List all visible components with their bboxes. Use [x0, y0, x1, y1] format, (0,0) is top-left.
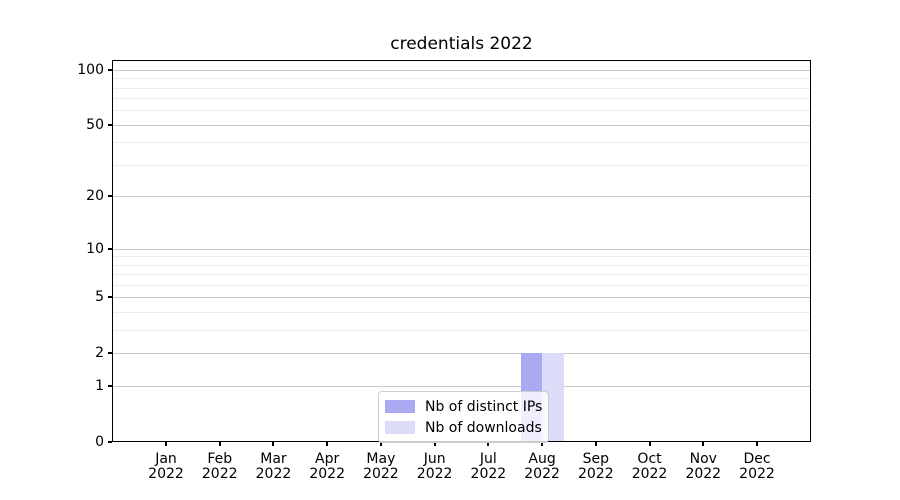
x-tick-mark [433, 442, 436, 446]
legend-label-distinct-ips: Nb of distinct IPs [425, 398, 543, 415]
gridline-major [112, 297, 811, 299]
y-tick-label: 20 [86, 188, 104, 205]
legend-swatch-downloads [385, 421, 415, 434]
plot-area [112, 60, 811, 442]
x-tick-mark [326, 442, 329, 446]
gridline-minor [112, 274, 811, 276]
y-tick-label: 5 [95, 289, 104, 306]
gridline-major [112, 69, 811, 71]
y-tick-mark [108, 247, 112, 250]
x-tick-label: May 2022 [363, 451, 399, 482]
y-tick-label: 100 [77, 61, 104, 78]
x-tick-mark [487, 442, 490, 446]
x-tick-label: Nov 2022 [685, 451, 722, 482]
legend-item-distinct-ips: Nb of distinct IPs [385, 398, 543, 415]
legend-swatch-distinct-ips [385, 400, 415, 413]
gridline-minor [112, 264, 811, 266]
legend: Nb of distinct IPs Nb of downloads [378, 391, 549, 443]
y-tick-label: 1 [95, 378, 104, 395]
gridline-minor [112, 78, 811, 80]
y-tick-label: 0 [95, 434, 104, 450]
gridline-minor [112, 87, 811, 89]
gridline-major [112, 124, 811, 126]
y-tick-label: 10 [86, 240, 104, 257]
y-tick-mark [108, 68, 112, 71]
x-tick-label: Feb 2022 [201, 451, 238, 482]
gridline-major [112, 386, 811, 388]
gridline-minor [112, 330, 811, 332]
x-tick-mark [648, 442, 651, 446]
gridline-minor [112, 110, 811, 112]
x-tick-label: Jun 2022 [416, 451, 453, 482]
legend-item-downloads: Nb of downloads [385, 419, 542, 436]
gridline-minor [112, 312, 811, 314]
x-tick-mark [218, 442, 221, 446]
x-tick-mark [594, 442, 597, 446]
gridline-major [112, 248, 811, 250]
gridline-minor [112, 142, 811, 144]
x-tick-label: Dec 2022 [739, 451, 775, 482]
x-tick-mark [379, 442, 382, 446]
x-tick-mark [702, 442, 705, 446]
x-tick-label: Sep 2022 [577, 451, 614, 482]
x-tick-mark [541, 442, 544, 446]
gridline-minor [112, 285, 811, 287]
gridline-minor [112, 256, 811, 258]
gridline-minor [112, 98, 811, 100]
x-tick-label: Jul 2022 [470, 451, 507, 482]
gridline-major [112, 353, 811, 355]
gridline-minor [112, 165, 811, 167]
x-tick-label: Aug 2022 [524, 451, 560, 482]
y-tick-label: 2 [95, 345, 104, 362]
y-tick-mark [108, 123, 112, 126]
x-tick-label: Mar 2022 [255, 451, 292, 482]
chart-title: credentials 2022 [390, 34, 533, 54]
x-tick-mark [165, 442, 167, 446]
x-tick-mark [756, 442, 758, 446]
x-tick-label: Apr 2022 [309, 451, 345, 482]
y-tick-mark [108, 296, 112, 299]
x-tick-label: Jan 2022 [148, 451, 184, 482]
y-tick-label: 50 [86, 116, 104, 133]
y-tick-mark [108, 441, 112, 443]
y-tick-mark [108, 195, 112, 198]
x-tick-mark [272, 442, 275, 446]
gridline-major [112, 196, 811, 198]
legend-label-downloads: Nb of downloads [425, 419, 542, 436]
y-tick-mark [108, 352, 112, 355]
y-tick-mark [108, 385, 112, 388]
x-tick-label: Oct 2022 [631, 451, 668, 482]
